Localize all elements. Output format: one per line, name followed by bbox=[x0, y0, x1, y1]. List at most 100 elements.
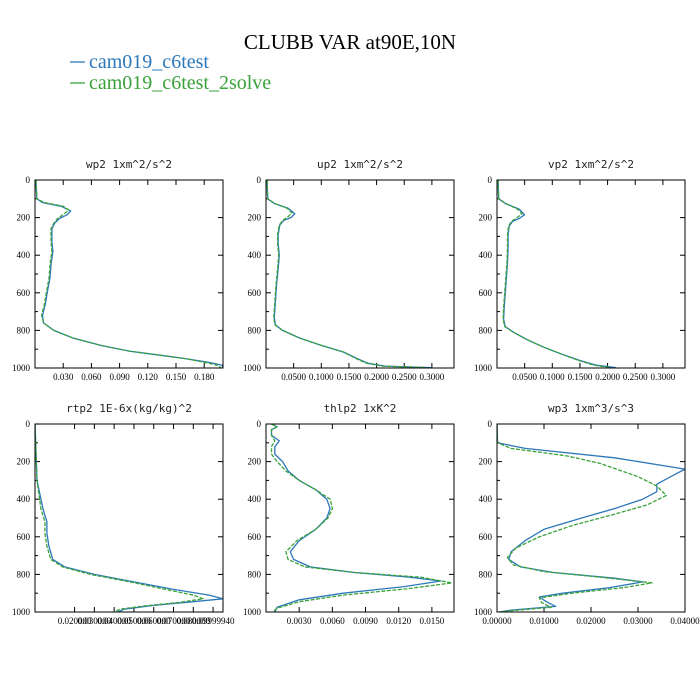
y-tick-label: 200 bbox=[248, 457, 262, 467]
y-tick-label: 800 bbox=[17, 569, 31, 579]
series-line-cam019-c6test-2solve bbox=[497, 424, 667, 612]
x-tick-label: 0.1000 bbox=[540, 372, 565, 382]
y-tick-label: 800 bbox=[479, 325, 493, 335]
y-tick-label: 200 bbox=[17, 213, 31, 223]
y-tick-label: 600 bbox=[479, 288, 493, 298]
plot-frame bbox=[496, 179, 686, 369]
x-tick-label: 0.1000 bbox=[309, 372, 334, 382]
y-tick-label: 400 bbox=[479, 250, 493, 260]
panel-title: wp3 1xm^3/s^3 bbox=[548, 402, 634, 415]
x-tick-label: 0.0120 bbox=[386, 616, 411, 626]
x-tick-label: 0.00000 bbox=[482, 616, 512, 626]
y-tick-label: 200 bbox=[479, 213, 493, 223]
panel-title: rtp2 1E-6x(kg/kg)^2 bbox=[66, 402, 192, 415]
x-tick-label: 0.060 bbox=[81, 372, 102, 382]
series-line-cam019-c6test-2solve bbox=[497, 180, 611, 368]
y-tick-label: 400 bbox=[17, 250, 31, 260]
y-tick-label: 1000 bbox=[243, 363, 262, 373]
x-tick-label: 0.0090 bbox=[353, 616, 378, 626]
x-tick-label: 0.080000 bbox=[176, 616, 210, 626]
y-tick-label: 600 bbox=[17, 532, 31, 542]
y-tick-label: 0 bbox=[26, 175, 31, 185]
panel-2: up2 1xm^2/s^2 0 200 400 600 800 1000 0.0500 0.10… bbox=[243, 158, 455, 382]
y-tick-label: 800 bbox=[248, 325, 262, 335]
chart-title: CLUBB VAR at90E,10N bbox=[244, 30, 456, 54]
y-tick-label: 1000 bbox=[243, 607, 262, 617]
series-line-cam019-c6test bbox=[497, 180, 616, 368]
x-tick-label: 0.0150 bbox=[420, 616, 445, 626]
y-tick-label: 400 bbox=[248, 250, 262, 260]
y-tick-label: 600 bbox=[248, 532, 262, 542]
x-tick-label: 0.0030 bbox=[287, 616, 312, 626]
y-tick-label: 400 bbox=[248, 494, 262, 504]
y-tick-label: 1000 bbox=[12, 363, 31, 373]
x-tick-label: 0.040000 bbox=[97, 616, 131, 626]
panel-3: vp2 1xm^2/s^2 0 200 400 600 800 1000 0.0500 0.10… bbox=[474, 158, 686, 382]
y-tick-label: 800 bbox=[479, 569, 493, 579]
y-tick-label: 400 bbox=[17, 494, 31, 504]
y-tick-label: 600 bbox=[248, 288, 262, 298]
y-tick-label: 1000 bbox=[474, 607, 493, 617]
x-tick-label: 0.030 bbox=[53, 372, 74, 382]
x-tick-label: 0.0500 bbox=[281, 372, 306, 382]
x-tick-label: 0.2500 bbox=[392, 372, 417, 382]
series-line-cam019-c6test-2solve bbox=[270, 424, 453, 612]
x-tick-label: 0.2500 bbox=[623, 372, 648, 382]
panel-1: wp2 1xm^2/s^2 0 200 400 600 800 1000 0.030 0.060… bbox=[12, 158, 224, 382]
x-tick-label: 0.030000 bbox=[77, 616, 111, 626]
x-tick-label: 0.0500 bbox=[512, 372, 537, 382]
x-tick-label: 0.2000 bbox=[364, 372, 389, 382]
y-tick-label: 0 bbox=[26, 419, 31, 429]
plot-frame bbox=[34, 423, 224, 613]
series-line-cam019-c6test bbox=[35, 424, 223, 612]
x-tick-label: 0.3000 bbox=[651, 372, 676, 382]
legend-label-2: cam019_c6test_2solve bbox=[89, 72, 271, 94]
x-tick-label: 0.1500 bbox=[568, 372, 593, 382]
x-tick-label: 0.020000 bbox=[58, 616, 92, 626]
series-line-cam019-c6test bbox=[35, 180, 223, 368]
series-line-cam019-c6test bbox=[270, 424, 442, 612]
panel-4: rtp2 1E-6x(kg/kg)^2 0 200 400 600 800 1000 0.02… bbox=[12, 402, 235, 626]
y-tick-label: 800 bbox=[248, 569, 262, 579]
x-tick-label: 0.180 bbox=[194, 372, 215, 382]
series-line-cam019-c6test-2solve bbox=[35, 180, 222, 368]
y-tick-label: 800 bbox=[17, 325, 31, 335]
x-tick-label: 0.2000 bbox=[595, 372, 620, 382]
panel-title: vp2 1xm^2/s^2 bbox=[548, 158, 634, 171]
x-tick-label: 0.120 bbox=[138, 372, 159, 382]
y-tick-label: 600 bbox=[479, 532, 493, 542]
x-tick-label: 0.1500 bbox=[337, 372, 362, 382]
x-tick-label: 0.02000 bbox=[576, 616, 606, 626]
series-line-cam019-c6test-2solve bbox=[35, 424, 204, 612]
x-tick-label: 0.150 bbox=[166, 372, 187, 382]
y-tick-label: 400 bbox=[479, 494, 493, 504]
panel-5: thlp2 1xK^2 0 200 400 600 800 1000 0.0030 0.0060… bbox=[243, 402, 455, 626]
y-tick-label: 1000 bbox=[474, 363, 493, 373]
y-tick-label: 0 bbox=[488, 419, 493, 429]
y-tick-label: 200 bbox=[479, 457, 493, 467]
x-tick-label: 0.04000 bbox=[670, 616, 700, 626]
y-tick-label: 0 bbox=[257, 419, 262, 429]
x-tick-label: 0.3000 bbox=[420, 372, 445, 382]
y-tick-label: 600 bbox=[17, 288, 31, 298]
series-line-cam019-c6test bbox=[497, 424, 685, 612]
x-tick-label: 0.03000 bbox=[623, 616, 653, 626]
x-tick-label: 0.090 bbox=[109, 372, 130, 382]
y-tick-label: 0 bbox=[257, 175, 262, 185]
plot-frame bbox=[265, 179, 455, 369]
x-tick-label: 0.060000 bbox=[137, 616, 171, 626]
panels: wp2 1xm^2/s^2 0 200 400 600 800 1000 0.030 0.060… bbox=[12, 158, 700, 626]
y-tick-label: 1000 bbox=[12, 607, 31, 617]
x-tick-label: 0.09999940 bbox=[192, 616, 235, 626]
panel-title: thlp2 1xK^2 bbox=[324, 402, 397, 415]
plot-frame bbox=[34, 179, 224, 369]
x-tick-label: 0.0060 bbox=[320, 616, 345, 626]
plot-frame bbox=[496, 423, 686, 613]
y-tick-label: 200 bbox=[248, 213, 262, 223]
x-tick-label: 0.070000 bbox=[157, 616, 191, 626]
series-line-cam019-c6test bbox=[266, 180, 432, 368]
panel-title: up2 1xm^2/s^2 bbox=[317, 158, 403, 171]
